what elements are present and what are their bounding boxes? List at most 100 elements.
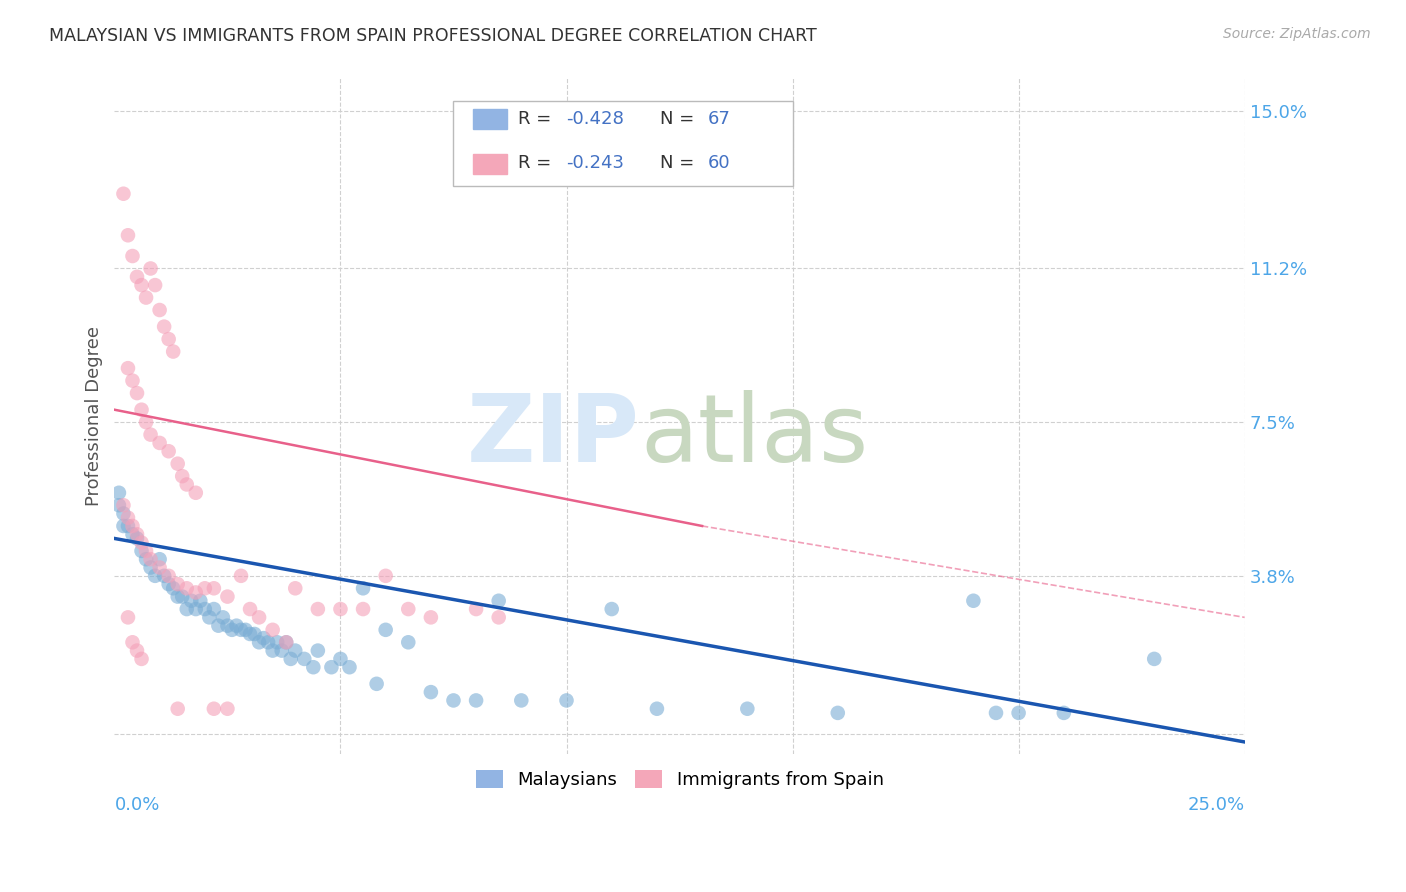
Point [488,593,510,607]
Point [1007,706,1029,720]
Point [252,631,274,645]
Point [645,702,668,716]
Point [194,582,217,596]
Point [270,643,292,657]
Text: atlas: atlas [640,390,869,483]
Point [352,582,374,596]
Point [121,527,143,541]
Point [135,415,157,429]
Point [131,652,153,666]
Point [176,602,198,616]
FancyBboxPatch shape [454,101,793,186]
Text: Source: ZipAtlas.com: Source: ZipAtlas.com [1223,27,1371,41]
Point [112,186,135,201]
Point [374,569,396,583]
Y-axis label: Professional Degree: Professional Degree [86,326,103,506]
Point [188,593,211,607]
Point [125,532,148,546]
Text: -0.243: -0.243 [567,154,624,172]
Point [166,590,188,604]
Point [135,552,157,566]
Point [139,427,162,442]
Point [121,635,143,649]
Point [184,602,207,616]
Point [131,535,153,549]
Point [202,582,225,596]
Point [280,652,302,666]
Point [121,374,143,388]
Point [194,602,217,616]
Point [135,544,157,558]
Point [131,278,153,293]
Point [149,436,172,450]
Point [284,582,307,596]
Point [396,635,419,649]
Point [125,527,148,541]
Point [374,623,396,637]
Point [321,660,343,674]
Point [153,569,176,583]
Point [555,693,578,707]
Point [396,602,419,616]
Point [176,477,198,491]
Point [217,618,239,632]
Text: 60: 60 [707,154,730,172]
Point [198,610,221,624]
Point [125,269,148,284]
Point [962,593,984,607]
Point [207,618,229,632]
FancyBboxPatch shape [472,109,506,128]
Text: ZIP: ZIP [467,390,640,483]
Text: N =: N = [661,154,695,172]
Point [143,569,166,583]
Point [247,610,270,624]
Point [339,660,361,674]
Point [166,577,188,591]
Point [131,544,153,558]
Point [108,498,131,512]
Point [329,602,352,616]
Point [157,332,180,346]
Point [121,249,143,263]
Point [302,660,325,674]
Point [352,602,374,616]
Point [184,585,207,599]
Point [276,635,298,649]
Point [266,635,288,649]
Point [172,590,194,604]
Point [307,602,329,616]
Point [166,457,188,471]
Point [465,602,488,616]
Point [737,702,759,716]
Point [235,623,257,637]
Point [125,386,148,401]
Point [157,444,180,458]
Point [229,569,252,583]
Point [112,519,135,533]
Point [1053,706,1076,720]
Point [108,485,131,500]
Point [172,469,194,483]
Point [827,706,849,720]
Text: 25.0%: 25.0% [1188,796,1244,814]
Text: 67: 67 [707,110,731,128]
Point [284,643,307,657]
Point [135,291,157,305]
Point [162,344,184,359]
Point [117,510,139,524]
Point [112,507,135,521]
Point [121,519,143,533]
Text: R =: R = [517,154,551,172]
Point [139,560,162,574]
Point [488,610,510,624]
Point [180,593,202,607]
Point [243,627,266,641]
Point [117,610,139,624]
Point [143,278,166,293]
Text: -0.428: -0.428 [567,110,624,128]
Point [262,643,284,657]
Point [176,582,198,596]
Point [419,610,441,624]
Point [217,702,239,716]
Text: N =: N = [661,110,695,128]
